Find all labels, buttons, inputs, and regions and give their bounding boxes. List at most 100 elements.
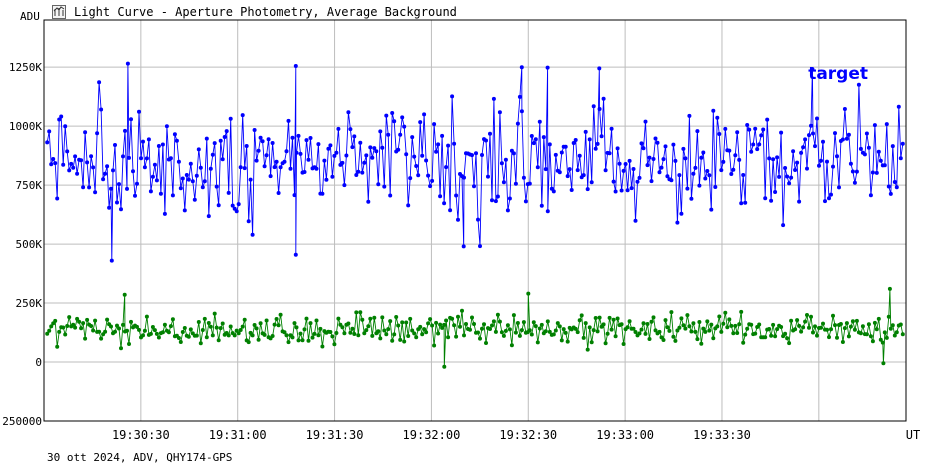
data-point [81, 185, 86, 190]
data-point [178, 340, 183, 344]
data-point [67, 315, 72, 320]
data-point [575, 168, 580, 173]
data-point [815, 116, 819, 121]
data-point [406, 203, 411, 208]
data-point [715, 115, 720, 120]
data-point [450, 316, 455, 321]
data-point [565, 174, 570, 179]
data-point [248, 177, 253, 182]
data-point [89, 154, 94, 159]
data-point [892, 180, 897, 184]
data-point [450, 94, 455, 99]
data-point [121, 154, 125, 159]
data-point [63, 124, 68, 129]
data-point [103, 171, 108, 176]
series-target [45, 61, 905, 263]
data-point [581, 335, 586, 340]
data-point [846, 132, 851, 137]
data-point [687, 113, 692, 118]
data-point [611, 317, 616, 322]
data-point [254, 158, 259, 163]
data-point [480, 326, 484, 331]
data-point [609, 327, 614, 332]
data-point [119, 207, 123, 212]
data-point [745, 326, 750, 331]
data-point [366, 324, 371, 329]
data-point [507, 327, 512, 332]
data-point [805, 166, 809, 171]
data-point [535, 165, 540, 170]
data-point [783, 331, 788, 336]
data-point [868, 334, 873, 339]
data-point [655, 140, 660, 145]
data-point [545, 319, 550, 324]
data-point [320, 344, 325, 349]
data-point [93, 190, 98, 195]
data-point [703, 329, 708, 334]
data-point [424, 158, 429, 163]
data-point [370, 155, 375, 160]
data-point [663, 144, 668, 149]
data-point [236, 202, 241, 207]
data-point [334, 331, 339, 335]
data-point [314, 166, 319, 171]
data-point [711, 108, 716, 113]
data-point [868, 193, 873, 198]
data-point [597, 315, 602, 320]
data-point [160, 142, 165, 147]
data-point [721, 159, 726, 164]
data-point [789, 175, 794, 180]
data-point [813, 324, 817, 329]
data-point [238, 328, 243, 332]
data-point [785, 336, 790, 341]
data-point [242, 317, 247, 322]
data-point [412, 331, 417, 336]
data-point [150, 174, 155, 179]
data-point [739, 201, 744, 206]
data-point [761, 127, 766, 132]
data-point [599, 134, 604, 139]
data-point [505, 208, 510, 213]
data-point [886, 314, 891, 319]
data-point [553, 328, 558, 333]
data-point [208, 166, 213, 171]
data-point [671, 334, 676, 339]
data-point [515, 121, 520, 126]
data-point [276, 191, 281, 195]
data-point [809, 123, 813, 128]
data-point [286, 118, 291, 123]
data-point [144, 156, 149, 161]
data-point [121, 322, 125, 327]
data-point [633, 218, 638, 223]
data-point [192, 197, 197, 202]
data-point [364, 328, 369, 333]
data-point [115, 200, 119, 205]
data-point [821, 139, 825, 144]
data-point [890, 144, 895, 149]
data-point [324, 177, 329, 182]
data-point [547, 329, 552, 334]
data-point [89, 324, 94, 328]
data-point [515, 321, 520, 325]
data-point [358, 310, 363, 315]
data-point [677, 325, 682, 330]
data-point [172, 132, 177, 137]
data-point [414, 335, 419, 340]
data-point [117, 326, 121, 331]
data-point [230, 203, 235, 208]
data-point [657, 329, 662, 334]
data-point [135, 181, 139, 186]
data-point [264, 318, 269, 323]
data-point [396, 147, 401, 152]
data-point [274, 159, 279, 164]
data-point [854, 318, 859, 323]
data-point [619, 188, 624, 193]
data-point [127, 155, 131, 160]
data-point [557, 170, 562, 175]
data-point [302, 327, 307, 332]
data-point [829, 192, 833, 197]
data-point [340, 160, 345, 165]
data-point [509, 343, 514, 348]
data-point [713, 185, 718, 189]
data-point [418, 324, 423, 329]
